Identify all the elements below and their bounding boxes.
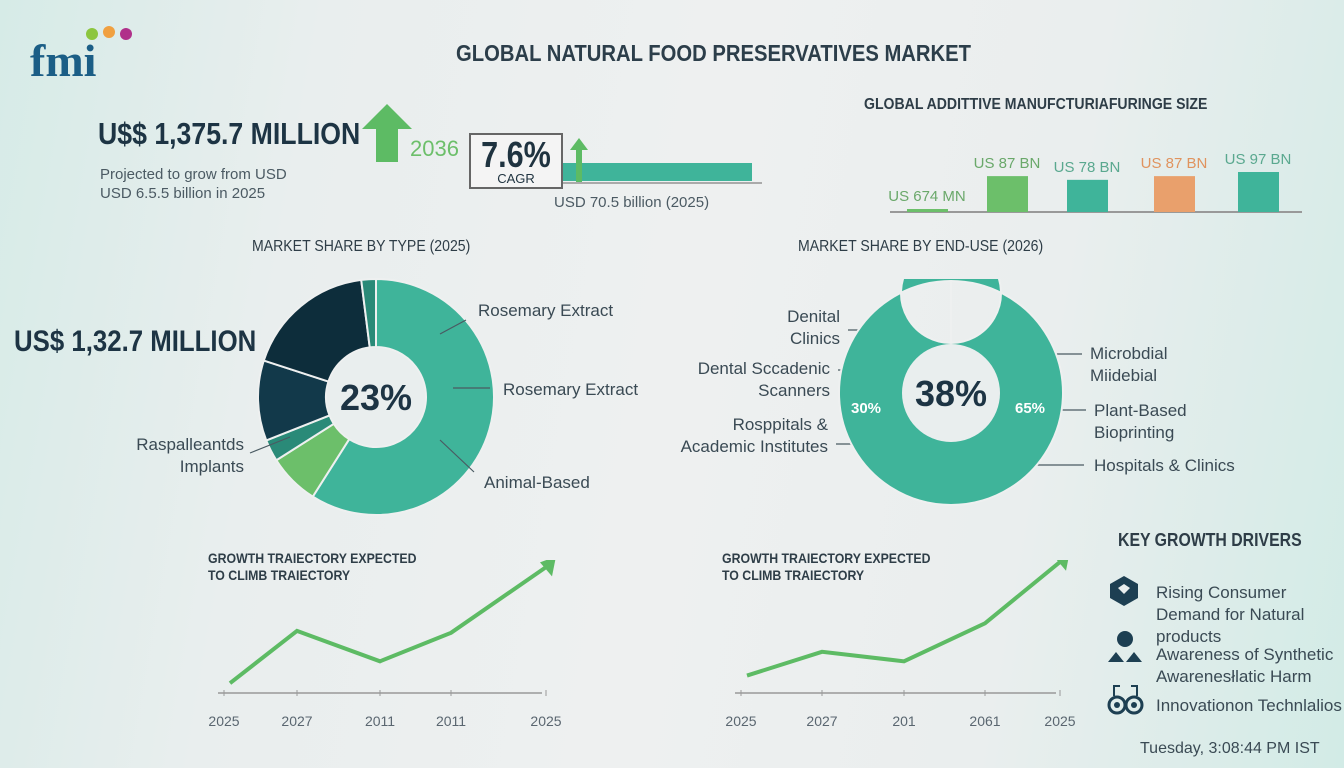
svg-text:fmi: fmi	[30, 35, 97, 82]
cagr-axis	[562, 182, 762, 184]
bar-4	[1238, 172, 1279, 212]
page-title: GLOBAL NATURAL FOOD PRESERVATIVES MARKET	[456, 40, 972, 66]
driver-3: Innovationon Technlalios	[1156, 696, 1342, 715]
slice-4	[262, 278, 371, 383]
headline-year: 2036	[410, 136, 459, 161]
growth-line-chart-left: 2025 2027 2011 2011 2025	[208, 560, 562, 729]
x-tick-label-1: 2027	[281, 713, 312, 729]
bar-label-2: US 78 BN	[1054, 159, 1121, 176]
bar-1	[987, 176, 1028, 212]
cagr-box: 7.6% CAGR	[469, 133, 563, 189]
x-tick-label-1: 2027	[806, 713, 837, 729]
cagr-label: CAGR	[497, 171, 535, 186]
bar-chart: US 674 MN US 87 BN US 78 BN US 87 BN US 97 B…	[888, 151, 1302, 213]
small-up-arrow-icon	[570, 138, 588, 182]
x-tick-label-4: 2025	[530, 713, 561, 729]
enduse-label-left-3: Rosppitals & Academic Institutes	[680, 415, 828, 456]
x-tick-label-4: 2025	[1044, 713, 1075, 729]
bar-0	[907, 209, 948, 212]
enduse-inner-label-2: 65%	[1015, 400, 1046, 417]
drivers-title: KEY GROWTH DRIVERS	[1118, 530, 1302, 550]
side-value: US$ 1,32.7 MILLION	[14, 325, 257, 358]
driver-2: Awareness of Synthetic Awarenesłlatic Ha…	[1156, 645, 1334, 686]
slice-5	[360, 277, 377, 349]
headline-sub-2: USD 6.5.5 billion in 2025	[100, 185, 266, 202]
timestamp: Tuesday, 3:08:44 PM IST	[1140, 740, 1320, 757]
enduse-label-right-3: Hospitals & Clinics	[1094, 456, 1235, 475]
bar-3	[1154, 176, 1195, 212]
type-donut-chart: 23%	[257, 277, 495, 516]
people-icon	[1108, 631, 1142, 662]
arrowhead-icon	[1056, 560, 1069, 571]
driver-1: Rising Consumer Demand for Natural produ…	[1156, 583, 1305, 646]
x-tick-label-3: 2061	[969, 713, 1000, 729]
up-arrow-icon	[362, 104, 412, 162]
bar-label-0: US 674 MN	[888, 188, 966, 205]
donut-center-label: 23%	[340, 377, 412, 418]
headline-value: U$$ 1,375.7 MILLION	[98, 116, 361, 151]
consumer-demand-icon	[1110, 576, 1138, 606]
x-tick-label-2: 201	[892, 713, 916, 729]
type-chart-title: MARKET SHARE BY TYPE (2025)	[252, 238, 471, 255]
growth-title-right: GROWTH TRAIECTORY EXPECTED TO CLIMB TRAI…	[722, 550, 931, 583]
x-tick-label-2: 2011	[365, 713, 395, 729]
type-label-2: Rosemary Extract	[503, 380, 639, 399]
cagr-value: 7.6%	[481, 134, 551, 175]
bar-label-4: US 97 BN	[1225, 151, 1292, 168]
bar-2	[1067, 179, 1108, 212]
cagr-base: USD 70.5 billion (2025)	[554, 194, 710, 211]
bar-label-1: US 87 BN	[974, 155, 1041, 172]
growth-line	[746, 560, 1066, 678]
x-tick-label-3: 2011	[436, 713, 466, 729]
growth-title-left: GROWTH TRAIECTORY EXPECTED TO CLIMB TRAI…	[208, 550, 417, 583]
x-tick-label-0: 2025	[208, 713, 239, 729]
donut-center-label: 38%	[915, 373, 987, 414]
enduse-label-left-1: Denital Clinics	[787, 307, 840, 348]
type-label-1: Rosemary Extract	[478, 301, 614, 320]
enduse-donut-chart: 38%	[837, 279, 1064, 506]
enduse-label-left-2: Dental Sccadenic Scanners	[697, 359, 830, 400]
cagr-bar	[562, 163, 752, 181]
donut-hole	[902, 344, 1000, 442]
bar-label-3: US 87 BN	[1141, 155, 1208, 172]
type-label-3: Animal-Based	[484, 473, 590, 492]
donut-hole	[327, 348, 425, 446]
enduse-inner-label-1: 30%	[851, 400, 882, 417]
type-label-4: Raspalleantds Implants	[136, 435, 244, 476]
enduse-label-right-1: Microbdial Miidebial	[1090, 344, 1168, 385]
headline-sub-1: Projected to grow from USD	[100, 166, 287, 183]
growth-line-chart-right: 2025 2027 201 2061 2025	[725, 560, 1076, 729]
innovation-icon	[1107, 685, 1144, 715]
fmi-logo: fmi	[30, 26, 132, 82]
arrowhead-icon	[540, 560, 556, 577]
x-tick-label-0: 2025	[725, 713, 756, 729]
enduse-label-right-2: Plant-Based Bioprinting	[1094, 401, 1187, 442]
growth-line	[228, 562, 552, 685]
bar-chart-title: GLOBAL ADDITTIVE MANUFCTURIAFURINGE SIZE	[864, 96, 1208, 113]
enduse-chart-title: MARKET SHARE BY END-USE (2026)	[798, 238, 1044, 255]
